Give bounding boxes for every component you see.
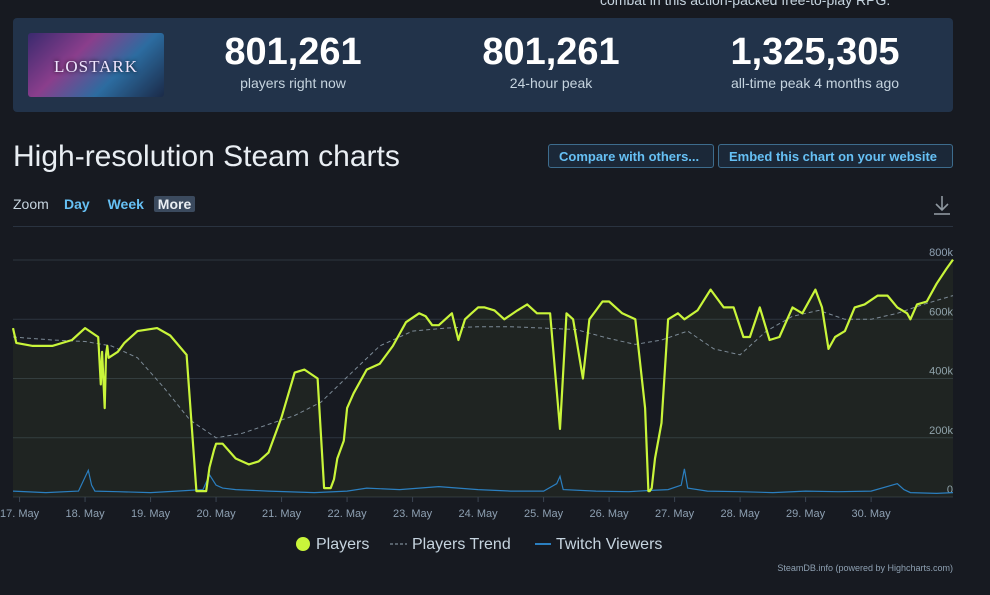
twitch-viewers-line (12, 468, 954, 495)
players-area (13, 259, 953, 497)
game-thumbnail[interactable]: LOSTARK (28, 33, 164, 97)
x-tick-label: 23. May (393, 508, 433, 520)
x-tick-label: 25. May (524, 508, 564, 520)
chart-credit[interactable]: SteamDB.info (powered by Highcharts.com) (777, 563, 953, 573)
zoom-more-button[interactable]: More (153, 196, 196, 212)
y-tick-label: 0 (947, 484, 953, 496)
stat-all-time-peak: 1,325,305 all-time peak 4 months ago (685, 30, 945, 92)
game-description-clip: combat in this action-packed free-to-pla… (600, 0, 891, 8)
download-icon[interactable] (932, 194, 952, 216)
x-tick-label: 30. May (852, 508, 892, 520)
x-tick-label: 28. May (721, 508, 761, 520)
x-tick-label: 24. May (459, 508, 499, 520)
x-tick-label: 20. May (196, 508, 236, 520)
legend-twitch-label: Twitch Viewers (556, 536, 662, 553)
chart-divider (13, 226, 953, 227)
zoom-controls: Day Week More (60, 192, 196, 216)
y-tick-label: 800k (929, 247, 953, 259)
chart-grid (13, 259, 953, 498)
all-time-peak-value: 1,325,305 (730, 31, 900, 73)
legend-players-marker (296, 537, 310, 551)
x-tick-label: 18. May (65, 508, 105, 520)
game-logo: LOSTARK (53, 57, 139, 76)
players-now-value: 801,261 (224, 31, 362, 73)
x-tick-label: 21. May (262, 508, 302, 520)
players-trend-line (12, 295, 954, 439)
zoom-week-button[interactable]: Week (107, 196, 144, 212)
x-axis-ticks: 17. May 18. May 19. May 20. May 21. May 22. M… (0, 497, 891, 520)
legend-trend-label: Players Trend (412, 536, 511, 553)
players-chart: 0 200k 400k 600k 800k 17. May 18. May 19. May 2… (0, 247, 954, 553)
x-tick-label: 26. May (590, 508, 630, 520)
x-tick-label: 17. May (0, 508, 40, 520)
y-tick-label: 400k (929, 366, 953, 378)
stat-24h-peak: 801,261 24-hour peak (451, 30, 651, 92)
embed-chart-button[interactable]: Embed this chart on your website (718, 144, 953, 168)
x-tick-label: 27. May (655, 508, 695, 520)
zoom-day-button[interactable]: Day (64, 196, 90, 212)
page-title: High-resolution Steam charts (13, 140, 400, 173)
x-tick-label: 19. May (131, 508, 171, 520)
stats-panel: LOSTARK 801,261 players right now 801,26… (13, 18, 953, 112)
y-tick-label: 600k (929, 306, 953, 318)
y-tick-label: 200k (929, 425, 953, 437)
zoom-label: Zoom (13, 196, 49, 212)
compare-button[interactable]: Compare with others... (548, 144, 714, 168)
peak-24h-label: 24-hour peak (509, 75, 593, 91)
chart-legend: Players Players Trend Twitch Viewers (296, 536, 662, 553)
stat-players-now: 801,261 players right now (193, 30, 393, 92)
players-line (11, 258, 954, 493)
legend-players-label: Players (316, 536, 369, 553)
x-tick-label: 22. May (328, 508, 368, 520)
y-axis-ticks: 0 200k 400k 600k 800k (929, 247, 953, 496)
players-now-label: players right now (240, 75, 346, 91)
peak-24h-value: 801,261 (482, 31, 620, 73)
x-tick-label: 29. May (786, 508, 826, 520)
all-time-peak-label: all-time peak 4 months ago (730, 75, 900, 91)
